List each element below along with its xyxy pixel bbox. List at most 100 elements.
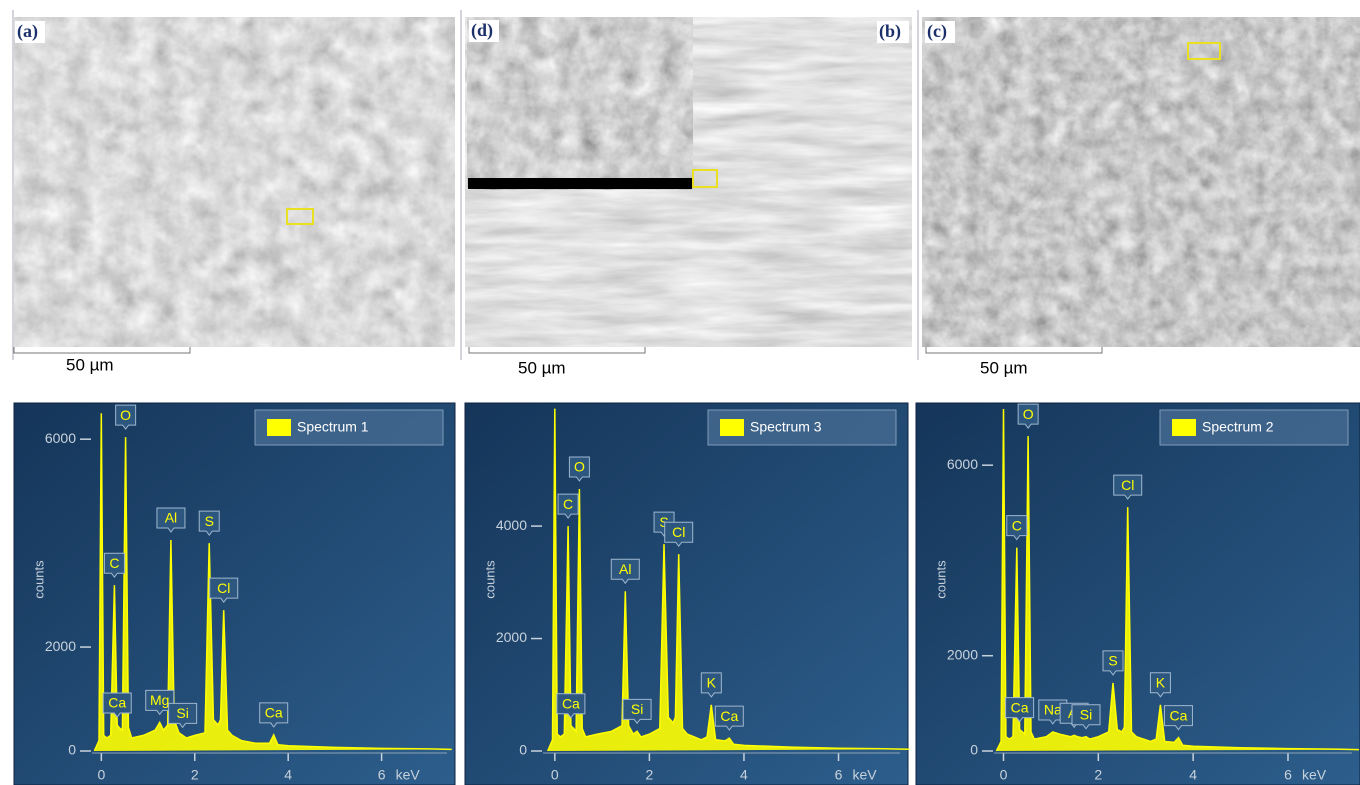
x-tick-label: 4 [740,767,748,783]
legend-label: Spectrum 2 [1202,419,1274,435]
peak-label-text: O [574,459,585,475]
x-tick-label: 6 [378,767,386,783]
scale-label: 50 µm [518,358,566,377]
y-tick-label: 6000 [947,456,978,472]
peak-label: K [701,673,721,697]
x-tick-label: 4 [284,767,292,783]
peak-label-text: O [1023,406,1034,422]
peak-label: C [104,553,124,577]
x-unit: keV [396,767,421,783]
peak-label-text: Al [165,510,177,526]
peak-label: Si [623,699,651,723]
x-tick-label: 2 [1094,767,1102,783]
peak-label: K [1150,673,1170,697]
scale-label: 50 µm [66,355,114,374]
peak-label: Si [169,703,197,727]
peak-label-text: Ca [108,695,126,711]
y-axis-label: counts [933,560,948,599]
peak-label: Al [611,559,639,583]
scale-bar [926,347,1102,353]
peak-label-text: C [1012,517,1022,533]
peak-label-text: Ca [265,705,283,721]
peak-label-text: Cl [672,524,685,540]
inset-image [467,17,693,190]
peak-label-text: Cl [217,580,230,596]
y-axis-label: counts [482,560,497,599]
peak-label-text: Si [176,705,188,721]
y-axis-label: counts [31,560,46,599]
inset-info-bar [468,178,692,189]
peak-label: Ca [260,703,288,727]
figure: (a) (b) (c) (d) 50 µm 50 µm 50 µm 020006… [0,0,1360,785]
legend-label: Spectrum 3 [750,419,822,435]
peak-label: Cl [1114,475,1142,499]
peak-label-text: K [1156,674,1166,690]
legend-swatch [1172,419,1196,436]
peak-label-text: Ca [720,708,738,724]
peak-label: Si [1072,705,1100,729]
peak-label: Ca [103,693,131,717]
scale-bar [14,347,190,353]
panel-background [465,403,908,785]
y-tick-label: 0 [970,742,978,758]
peak-label: Ca [715,706,743,730]
y-tick-label: 0 [68,742,76,758]
peak-label-text: C [109,555,119,571]
panel-background [916,403,1360,785]
peak-label: S [1103,651,1123,675]
peak-label-text: Si [631,701,643,717]
peak-label: Ca [1164,706,1192,730]
peak-label: Ca [1006,698,1034,722]
x-tick-label: 2 [191,767,199,783]
legend-swatch [720,419,744,436]
x-tick-label: 6 [835,767,843,783]
peak-label: Al [157,508,185,532]
panel-label: (d) [471,20,493,41]
peak-label: O [116,405,136,429]
y-tick-label: 2000 [947,646,978,662]
y-tick-label: 6000 [45,430,76,446]
x-tick-label: 4 [1189,767,1197,783]
peak-label: O [569,457,589,481]
legend-swatch [267,419,291,436]
peak-label-text: Ca [1169,707,1187,723]
peak-label: C [1007,516,1027,540]
x-unit: keV [853,767,878,783]
peak-label-text: O [120,407,131,423]
sem-image [14,17,455,347]
peak-label-text: Ca [562,695,580,711]
sem-image [922,17,1360,347]
y-tick-label: 2000 [496,629,527,645]
peak-label-text: Si [1080,706,1092,722]
peak-label: Ca [557,694,585,718]
panel-label: (c) [927,21,947,42]
x-tick-label: 2 [645,767,653,783]
panel-label: (b) [879,21,901,42]
peak-label-text: S [205,513,214,529]
peak-label: Cl [210,578,238,602]
peak-label: C [558,494,578,518]
peak-label-text: Cl [1121,477,1134,493]
x-tick-label: 0 [1000,767,1008,783]
legend-label: Spectrum 1 [297,419,369,435]
x-tick-label: 0 [551,767,559,783]
peak-label-text: Ca [1011,699,1029,715]
peak-label-text: Mg [150,692,169,708]
y-tick-label: 4000 [496,517,527,533]
peak-label: Cl [665,522,693,546]
x-unit: keV [1302,767,1327,783]
y-tick-label: 0 [519,742,527,758]
peak-label: O [1018,404,1038,428]
peak-label: S [199,511,219,535]
scale-bar [469,347,645,353]
peak-label-text: S [1108,653,1117,669]
peak-label-text: K [707,675,717,691]
scale-label: 50 µm [980,358,1028,377]
y-tick-label: 2000 [45,638,76,654]
peak-label-text: Na [1044,702,1062,718]
x-tick-label: 6 [1284,767,1292,783]
x-tick-label: 0 [97,767,105,783]
peak-label-text: C [563,496,573,512]
peak-label-text: Al [619,561,631,577]
panel-label: (a) [17,21,38,42]
